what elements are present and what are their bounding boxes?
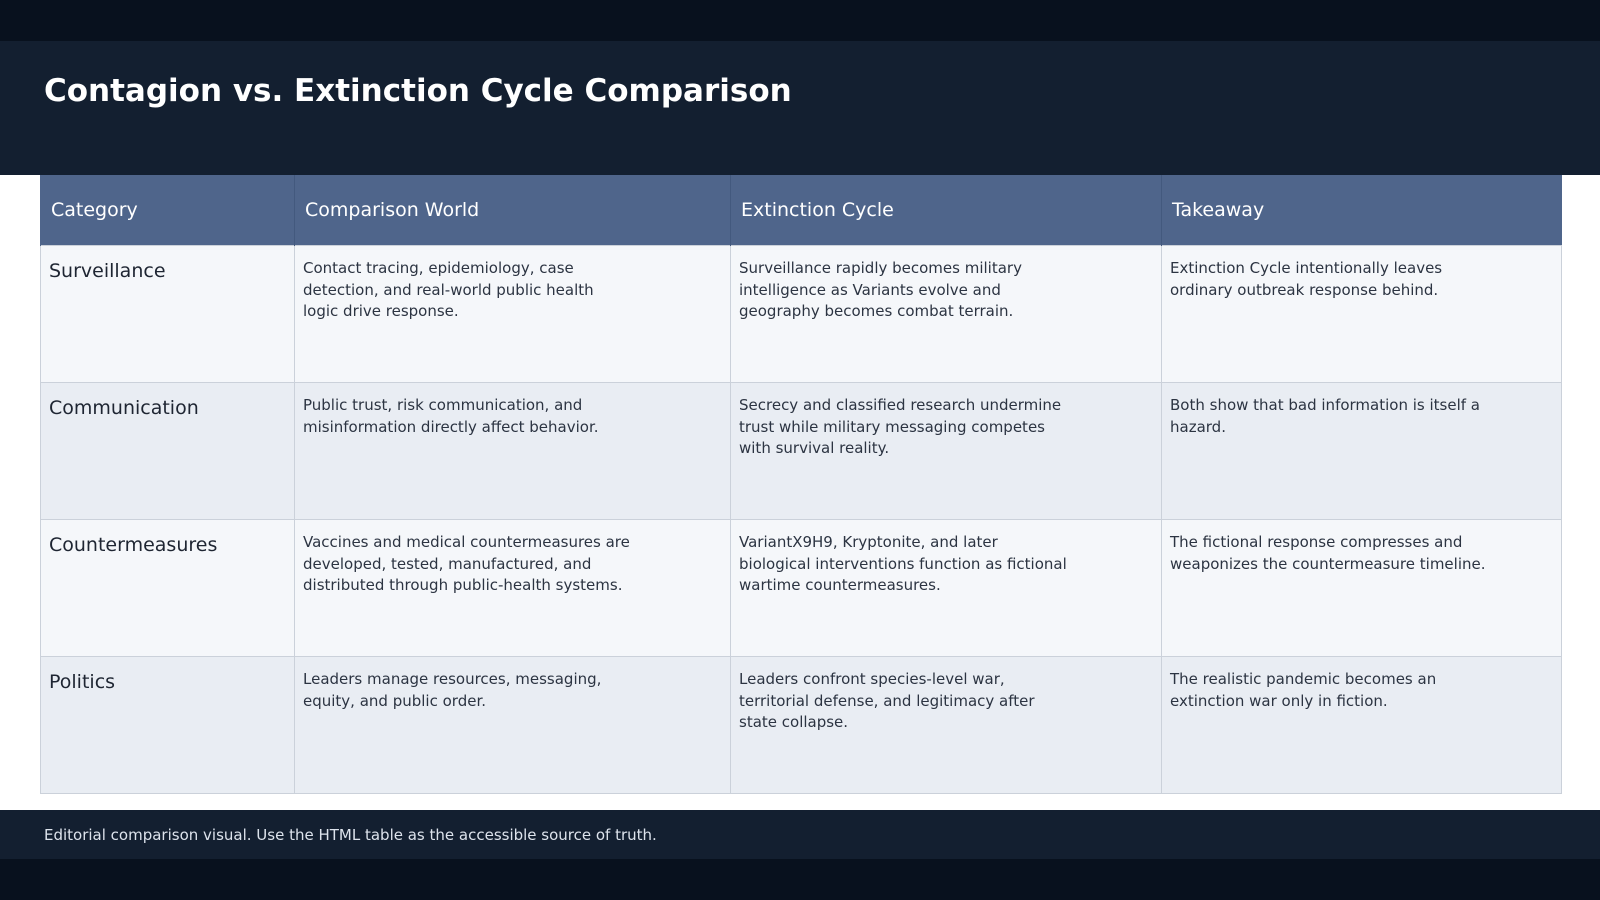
cell-text: Surveillance rapidly becomes military in… xyxy=(739,259,1022,320)
comparison-world-cell: Public trust, risk communication, and mi… xyxy=(294,382,731,520)
bottom-band xyxy=(0,859,1600,900)
table-header-row: Category Comparison World Extinction Cyc… xyxy=(40,175,1562,246)
table-row: Countermeasures Vaccines and medical cou… xyxy=(40,519,1562,657)
extinction-cycle-cell: Secrecy and classified research undermin… xyxy=(730,382,1162,520)
takeaway-cell: The realistic pandemic becomes an extinc… xyxy=(1161,656,1562,794)
extinction-cycle-cell: VariantX9H9, Kryptonite, and later biolo… xyxy=(730,519,1162,657)
cell-text: The realistic pandemic becomes an extinc… xyxy=(1170,670,1437,710)
takeaway-cell: Extinction Cycle intentionally leaves or… xyxy=(1161,245,1562,383)
table-row: Surveillance Contact tracing, epidemiolo… xyxy=(40,245,1562,383)
column-header-takeaway: Takeaway xyxy=(1161,175,1562,246)
takeaway-cell: Both show that bad information is itself… xyxy=(1161,382,1562,520)
category-cell: Communication xyxy=(40,382,295,520)
comparison-world-cell: Vaccines and medical countermeasures are… xyxy=(294,519,731,657)
footer-note: Editorial comparison visual. Use the HTM… xyxy=(44,826,657,844)
category-cell: Surveillance xyxy=(40,245,295,383)
category-cell: Politics xyxy=(40,656,295,794)
cell-text: Leaders manage resources, messaging, equ… xyxy=(303,670,602,710)
extinction-cycle-cell: Surveillance rapidly becomes military in… xyxy=(730,245,1162,383)
table-row: Politics Leaders manage resources, messa… xyxy=(40,656,1562,794)
category-cell: Countermeasures xyxy=(40,519,295,657)
comparison-table-wrapper: Category Comparison World Extinction Cyc… xyxy=(40,175,1562,794)
table-row: Communication Public trust, risk communi… xyxy=(40,382,1562,520)
cell-text: Both show that bad information is itself… xyxy=(1170,396,1480,436)
takeaway-cell: The fictional response compresses and we… xyxy=(1161,519,1562,657)
column-header-category: Category xyxy=(40,175,295,246)
top-band xyxy=(0,0,1600,41)
comparison-table: Category Comparison World Extinction Cyc… xyxy=(40,175,1562,794)
extinction-cycle-cell: Leaders confront species-level war, terr… xyxy=(730,656,1162,794)
column-header-extinction-cycle: Extinction Cycle xyxy=(730,175,1162,246)
header-band xyxy=(0,41,1600,175)
cell-text: VariantX9H9, Kryptonite, and later biolo… xyxy=(739,533,1067,594)
cell-text: Leaders confront species-level war, terr… xyxy=(739,670,1035,731)
cell-text: Contact tracing, epidemiology, case dete… xyxy=(303,259,594,320)
cell-text: Vaccines and medical countermeasures are… xyxy=(303,533,630,594)
footer-band: Editorial comparison visual. Use the HTM… xyxy=(0,810,1600,859)
cell-text: The fictional response compresses and we… xyxy=(1170,533,1486,573)
column-header-comparison-world: Comparison World xyxy=(294,175,731,246)
cell-text: Extinction Cycle intentionally leaves or… xyxy=(1170,259,1443,299)
cell-text: Secrecy and classified research undermin… xyxy=(739,396,1062,457)
comparison-world-cell: Leaders manage resources, messaging, equ… xyxy=(294,656,731,794)
comparison-world-cell: Contact tracing, epidemiology, case dete… xyxy=(294,245,731,383)
cell-text: Public trust, risk communication, and mi… xyxy=(303,396,599,436)
page-title: Contagion vs. Extinction Cycle Compariso… xyxy=(44,73,792,109)
